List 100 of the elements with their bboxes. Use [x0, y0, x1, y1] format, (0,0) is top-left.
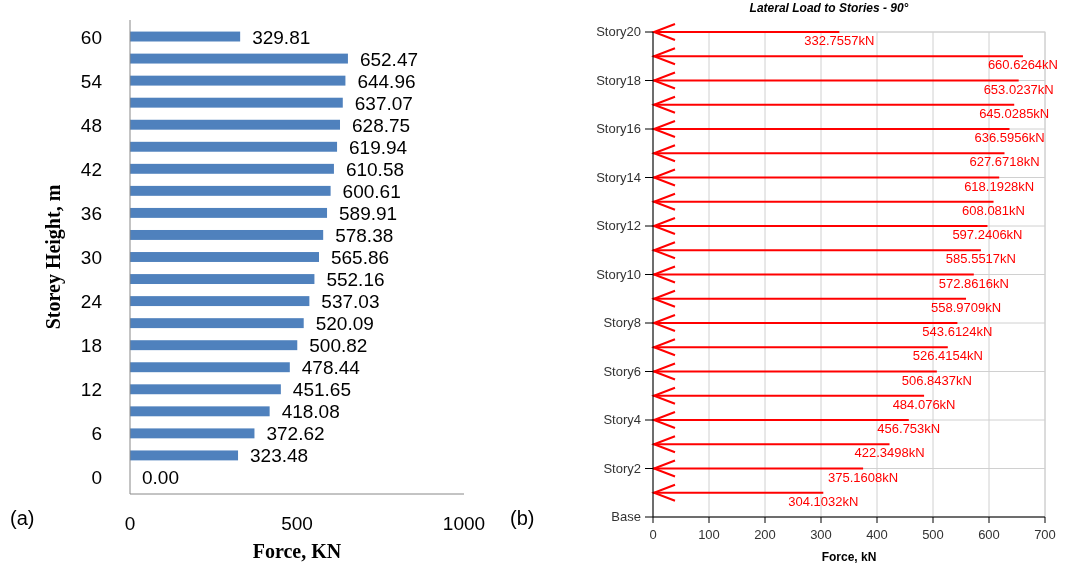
data-label: 0.00 [142, 467, 179, 489]
y-axis-title: Storey Height, m [42, 184, 65, 330]
y-tick-label: Story14 [596, 169, 641, 185]
data-label: 653.0237kN [983, 81, 1054, 97]
data-label: 500.82 [309, 335, 368, 357]
x-tick-label: 400 [866, 527, 888, 542]
text: (a) [10, 507, 35, 529]
y-tick-label: Story10 [596, 266, 641, 282]
bar [130, 119, 340, 130]
data-label: 610.58 [345, 158, 405, 180]
data-label: 520.09 [315, 313, 374, 335]
data-label: 660.6264kN [987, 57, 1059, 73]
y-tick-label: 0 [91, 467, 102, 489]
data-label: 600.61 [342, 180, 401, 202]
data-label: 543.6124kN [922, 324, 993, 339]
data-label: 422.3498kN [854, 445, 925, 461]
data-label: 506.8437kN [901, 372, 972, 388]
data-label: 572.8616kN [938, 275, 1009, 291]
bar [130, 318, 304, 329]
x-tick-label: 500 [281, 513, 313, 534]
data-label: 597.2406kN [952, 227, 1023, 242]
data-label: 552.16 [326, 269, 385, 291]
y-tick-label: Base [611, 509, 641, 524]
data-label: 628.75 [352, 114, 411, 136]
x-tick-label: 0 [649, 527, 657, 542]
bar [130, 75, 346, 86]
y-tick-label: 12 [80, 379, 102, 401]
bar [130, 31, 241, 42]
data-label: 585.5517kN [945, 251, 1016, 267]
data-label: 332.7557kN [804, 33, 875, 48]
data-label: 558.9709kN [930, 299, 1002, 315]
data-label: 565.86 [331, 247, 390, 268]
bar [130, 450, 239, 461]
data-label: 627.6718kN [969, 154, 1040, 170]
data-label: 478.44 [301, 357, 361, 379]
y-tick-label: Story20 [596, 24, 641, 39]
data-label: 608.081kN [962, 202, 1025, 218]
chart-title: Lateral Load to Stories - 90° [749, 1, 909, 15]
x-tick-label: 300 [810, 527, 832, 542]
x-tick-label: 500 [922, 527, 944, 542]
y-tick-label: 48 [80, 114, 102, 136]
x-tick-label: 700 [1034, 527, 1056, 542]
y-tick-label: 18 [80, 335, 102, 357]
y-tick-label: Story8 [603, 315, 641, 330]
y-tick-label: Story6 [603, 363, 641, 379]
bar [130, 406, 270, 417]
x-axis-title: Force, KN [252, 540, 342, 562]
y-tick-label: Story2 [603, 460, 641, 476]
bar [130, 207, 328, 218]
bar [130, 252, 319, 262]
y-tick-label: 36 [80, 202, 102, 224]
bar [130, 163, 334, 174]
y-tick-label: 24 [80, 291, 103, 313]
data-label: 304.1032kN [788, 493, 859, 509]
y-tick-label: 54 [80, 70, 103, 92]
bar [130, 53, 348, 64]
x-tick-label: 0 [124, 513, 136, 534]
bar [130, 362, 290, 373]
bar [130, 384, 281, 395]
bar [130, 296, 310, 307]
data-label: 619.94 [349, 136, 408, 158]
data-label: 451.65 [292, 379, 351, 401]
data-label: 372.62 [266, 423, 325, 445]
data-label: 323.48 [250, 445, 309, 467]
y-tick-label: 6 [91, 423, 102, 445]
data-label: 537.03 [321, 291, 380, 313]
text: (b) [510, 507, 535, 529]
x-tick-label: 1000 [442, 513, 486, 534]
x-tick-label: 200 [754, 527, 776, 542]
data-label: 637.07 [354, 92, 413, 114]
y-tick-label: Story16 [596, 121, 641, 136]
data-label: 652.47 [359, 48, 419, 70]
x-tick-label: 100 [698, 527, 720, 542]
bar [130, 340, 298, 351]
data-label: 589.91 [339, 202, 398, 224]
bar [130, 274, 315, 285]
x-axis-title: Force, kN [821, 550, 877, 564]
data-label: 526.4154kN [912, 348, 983, 364]
bar [130, 141, 338, 152]
data-label: 636.5956kN [974, 130, 1045, 145]
y-tick-label: 42 [80, 158, 102, 180]
data-label: 484.076kN [892, 396, 956, 412]
data-label: 418.08 [281, 401, 340, 423]
bar [130, 229, 324, 240]
data-label: 578.38 [335, 224, 394, 246]
y-tick-label: 30 [80, 247, 102, 268]
x-tick-label: 600 [978, 527, 1000, 542]
bar [130, 428, 255, 439]
data-label: 645.0285kN [979, 105, 1050, 121]
data-label: 329.81 [252, 26, 311, 48]
bar [130, 97, 343, 108]
data-label: 644.96 [357, 70, 416, 92]
y-tick-label: Story4 [603, 412, 641, 427]
data-label: 375.1608kN [828, 469, 899, 485]
y-tick-label: Story18 [596, 72, 641, 88]
y-tick-label: Story12 [596, 218, 641, 233]
bar [130, 185, 331, 196]
y-tick-label: 60 [80, 26, 102, 48]
data-label: 456.753kN [877, 421, 941, 436]
data-label: 618.1928kN [964, 178, 1035, 194]
